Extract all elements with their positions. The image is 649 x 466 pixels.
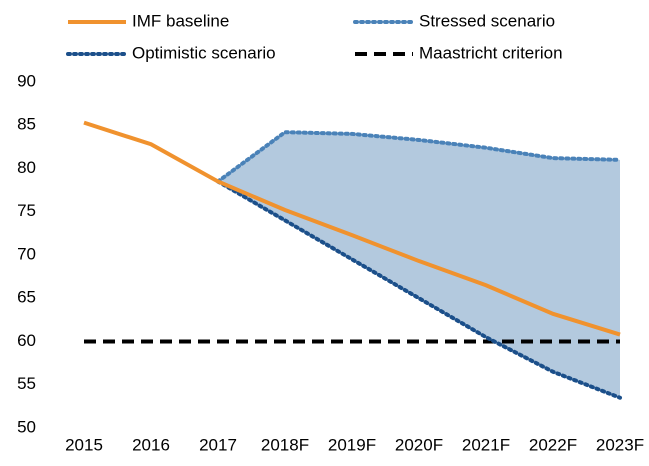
y-tick-label: 80	[17, 158, 36, 177]
x-tick-label: 2016	[132, 435, 170, 454]
y-tick-label: 90	[17, 71, 36, 90]
y-tick-label: 50	[17, 417, 36, 436]
x-tick-label: 2023F	[596, 435, 644, 454]
x-tick-label: 2020F	[395, 435, 443, 454]
y-tick-label: 85	[17, 115, 36, 134]
x-tick-label: 2021F	[462, 435, 510, 454]
y-tick-label: 75	[17, 201, 36, 220]
x-tick-label: 2022F	[529, 435, 577, 454]
series-line	[216, 130, 622, 184]
legend-label: Stressed scenario	[419, 11, 555, 30]
x-tick-label: 2018F	[261, 435, 309, 454]
legend-label: Maastricht criterion	[419, 43, 563, 62]
x-tick-label: 2017	[199, 435, 237, 454]
series-line	[216, 179, 622, 400]
y-tick-label: 65	[17, 288, 36, 307]
scenario-band	[218, 132, 620, 398]
legend-label: IMF baseline	[132, 11, 229, 30]
legend-label: Optimistic scenario	[132, 43, 276, 62]
y-tick-label: 60	[17, 331, 36, 350]
y-tick-label: 70	[17, 244, 36, 263]
x-tick-label: 2019F	[328, 435, 376, 454]
x-tick-label: 2015	[65, 435, 103, 454]
series-line	[83, 120, 621, 337]
y-tick-label: 55	[17, 374, 36, 393]
